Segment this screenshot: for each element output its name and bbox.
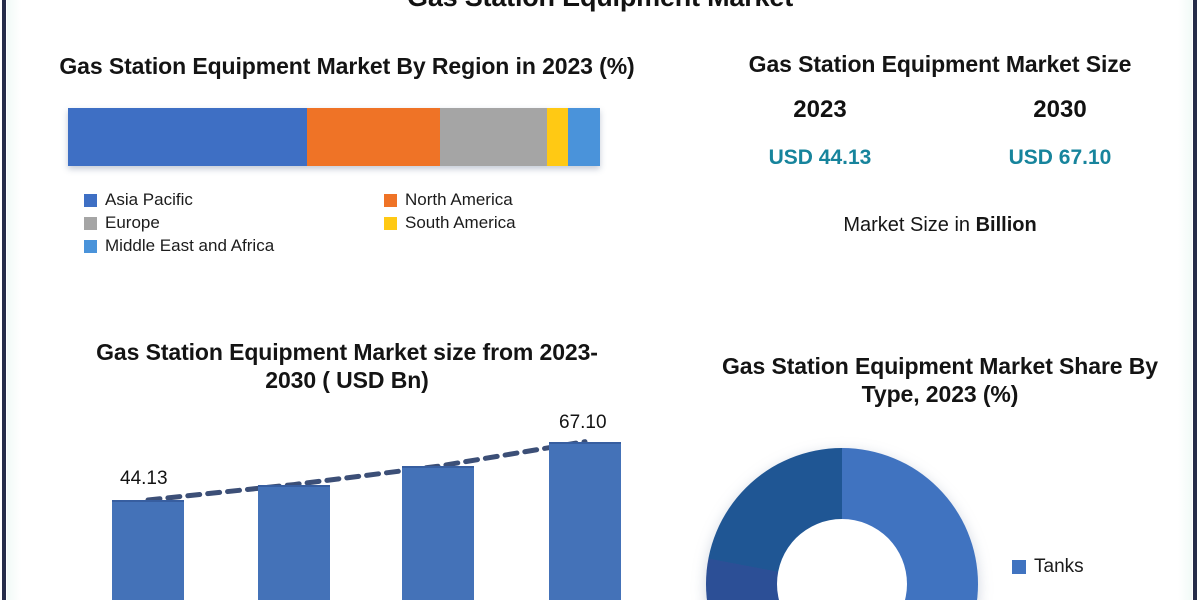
region-segment <box>546 108 569 167</box>
main-title: Gas Station Equipment Market <box>0 0 1200 13</box>
legend-swatch-icon <box>384 193 397 207</box>
region-legend-label: North America <box>405 190 513 210</box>
donut-legend-label: Tanks <box>1034 556 1084 578</box>
growth-panel-title: Gas Station Equipment Market size from 2… <box>96 339 598 394</box>
growth-bar <box>112 500 184 600</box>
donut-legend: TanksPumpsNozzles <box>1012 556 1102 600</box>
share-panel-title: Gas Station Equipment Market Share By Ty… <box>722 353 1158 408</box>
right-edge-glow <box>1178 0 1192 600</box>
region-segment <box>568 108 600 167</box>
legend-swatch-icon <box>384 216 397 230</box>
market-size-unit: Market Size in Billion <box>700 214 1180 237</box>
market-size-panel: Gas Station Equipment Market Size 2023 2… <box>700 50 1180 237</box>
region-stacked-bar <box>68 108 600 167</box>
market-size-unit-prefix: Market Size in <box>843 214 976 237</box>
market-size-years: 2023 2030 <box>700 96 1180 124</box>
region-legend-item: North America <box>384 190 624 210</box>
growth-bar-label-first: 44.13 <box>120 468 168 490</box>
legend-swatch-icon <box>84 193 97 207</box>
legend-swatch-icon <box>84 216 97 230</box>
base-year-value: USD 44.13 <box>768 146 872 170</box>
trendline-path <box>145 439 588 503</box>
growth-bar-label-last: 67.10 <box>559 411 607 433</box>
legend-swatch-icon <box>1012 560 1026 575</box>
region-legend-item: Europe <box>84 213 384 233</box>
region-legend-item: Asia Pacific <box>84 190 384 210</box>
region-segment <box>68 108 308 167</box>
market-size-unit-bold: Billion <box>975 214 1037 237</box>
region-legend-label: Europe <box>105 213 160 233</box>
growth-bar <box>258 484 330 600</box>
region-legend-item: South America <box>384 213 624 233</box>
left-border <box>2 0 6 600</box>
left-edge-glow <box>7 0 21 600</box>
donut-hole <box>706 448 978 600</box>
share-donut-chart: TanksPumpsNozzles <box>690 448 1190 600</box>
legend-swatch-icon <box>84 239 97 253</box>
right-border <box>1193 0 1197 600</box>
region-legend-label: Asia Pacific <box>105 190 193 210</box>
growth-bar <box>402 466 474 600</box>
growth-bar-chart: 44.13 67.10 <box>62 412 652 600</box>
market-size-values: USD 44.13 USD 67.10 <box>700 146 1180 170</box>
growth-bar <box>549 441 621 600</box>
forecast-year: 2030 <box>1033 96 1087 124</box>
forecast-year-value: USD 67.10 <box>1008 146 1112 170</box>
region-panel-title: Gas Station Equipment Market By Region i… <box>59 53 635 79</box>
base-year: 2023 <box>793 96 847 124</box>
share-panel: Gas Station Equipment Market Share By Ty… <box>690 352 1190 600</box>
market-size-title: Gas Station Equipment Market Size <box>748 51 1132 77</box>
region-stacked-bar-chart <box>68 108 602 170</box>
region-legend-label: Middle East and Africa <box>105 236 275 256</box>
region-legend-label: South America <box>405 213 516 233</box>
region-panel: Gas Station Equipment Market By Region i… <box>22 52 672 256</box>
region-segment <box>440 108 547 167</box>
growth-panel: Gas Station Equipment Market size from 2… <box>22 338 672 600</box>
region-legend: Asia Pacific North America Europe South Ame… <box>84 190 624 256</box>
region-legend-item: Middle East and Africa <box>84 236 384 256</box>
donut-legend-item: Tanks <box>1012 556 1102 600</box>
region-segment <box>307 108 441 167</box>
